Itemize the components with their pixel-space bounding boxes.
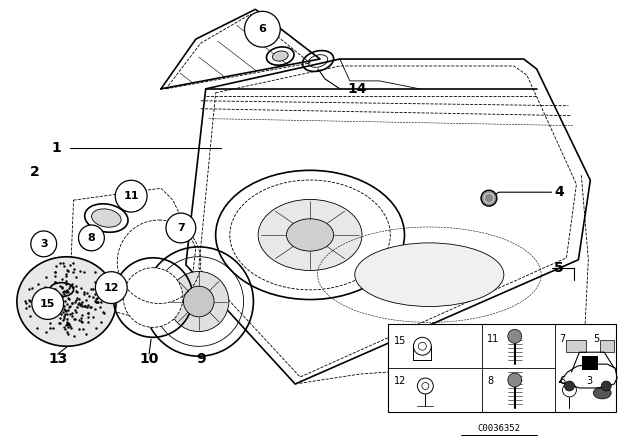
Circle shape — [564, 381, 575, 391]
Text: 8: 8 — [487, 376, 493, 386]
Text: 7: 7 — [177, 223, 185, 233]
Circle shape — [169, 271, 229, 332]
Ellipse shape — [273, 51, 288, 61]
Text: 14: 14 — [348, 82, 367, 96]
Ellipse shape — [17, 257, 116, 346]
Text: 3: 3 — [586, 376, 593, 386]
Circle shape — [244, 11, 280, 47]
Text: 15: 15 — [40, 298, 56, 309]
Text: 11: 11 — [487, 334, 499, 345]
Circle shape — [166, 213, 196, 243]
Bar — [566, 340, 586, 352]
Bar — [388, 324, 616, 412]
Text: 3: 3 — [40, 239, 47, 249]
Ellipse shape — [92, 209, 121, 227]
Text: C0036352: C0036352 — [477, 424, 520, 433]
Circle shape — [413, 337, 431, 355]
Text: 4: 4 — [554, 185, 564, 199]
Circle shape — [84, 235, 95, 245]
Text: 13: 13 — [48, 352, 67, 366]
Ellipse shape — [593, 387, 611, 399]
Circle shape — [79, 225, 104, 251]
Text: 6: 6 — [259, 24, 266, 34]
Text: 5: 5 — [554, 261, 563, 275]
Circle shape — [31, 231, 57, 257]
Circle shape — [79, 230, 99, 250]
Ellipse shape — [84, 204, 128, 232]
Circle shape — [184, 286, 214, 317]
Text: 8: 8 — [88, 233, 95, 243]
Text: 11: 11 — [124, 191, 139, 201]
Text: 2: 2 — [30, 165, 40, 179]
Ellipse shape — [287, 219, 333, 251]
Text: 15: 15 — [394, 336, 406, 346]
Text: 9: 9 — [196, 352, 205, 366]
Text: 1: 1 — [52, 142, 61, 155]
Circle shape — [481, 190, 497, 206]
Text: 5: 5 — [593, 334, 600, 345]
Ellipse shape — [258, 199, 362, 271]
Text: 7: 7 — [559, 334, 566, 345]
Circle shape — [115, 180, 147, 212]
Text: 10: 10 — [140, 352, 159, 366]
Bar — [600, 340, 614, 352]
Circle shape — [508, 373, 522, 387]
Circle shape — [95, 271, 127, 303]
Text: 12: 12 — [104, 283, 119, 293]
Circle shape — [417, 378, 433, 394]
Circle shape — [32, 288, 63, 319]
Circle shape — [508, 329, 522, 343]
Circle shape — [601, 381, 611, 391]
Ellipse shape — [355, 243, 504, 306]
Text: 6: 6 — [559, 376, 566, 386]
Bar — [582, 356, 598, 370]
Text: 12: 12 — [394, 376, 406, 386]
Circle shape — [124, 268, 183, 327]
